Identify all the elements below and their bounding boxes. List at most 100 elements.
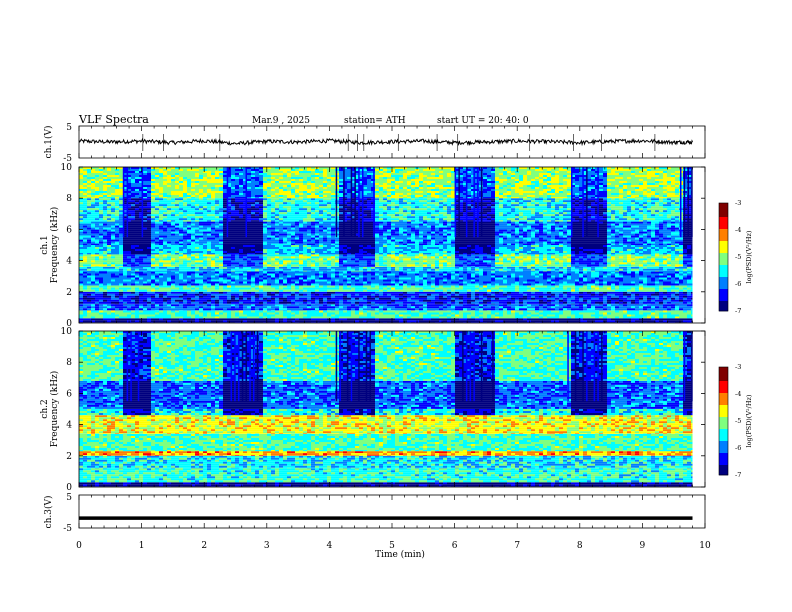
spectrogram-cell [319, 281, 323, 284]
spectrogram-cell [499, 297, 503, 300]
spectrogram-cell [307, 275, 311, 278]
spectrogram-cell [407, 295, 411, 298]
spectrogram-cell [387, 310, 391, 313]
spectrogram-cell [143, 308, 147, 311]
spectrogram-cell [291, 297, 295, 300]
spectrogram-cell [303, 283, 307, 286]
spectrogram-cell [547, 310, 551, 313]
spectrogram-cell [479, 316, 483, 319]
spectrogram-cell [595, 293, 599, 296]
spectrogram-cell [135, 271, 139, 274]
spectrogram-cell [355, 299, 359, 302]
spectrogram-cell [539, 283, 543, 286]
spectrogram-cell [211, 310, 215, 313]
spectrogram-cell [639, 285, 643, 288]
spectrogram-cell [495, 268, 499, 271]
spectrogram-cell [479, 268, 483, 271]
spectrogram-cell [363, 279, 367, 282]
spectrogram-cell [215, 297, 219, 300]
spectrogram-cell [235, 304, 239, 307]
spectrogram-cell [99, 306, 103, 309]
spectrogram-cell [555, 268, 559, 271]
spectrogram-cell [599, 291, 603, 294]
spectrogram-cell [119, 283, 123, 286]
spectrogram-cell [471, 314, 475, 317]
spectrogram-cell [215, 293, 219, 296]
spectrogram-cell [683, 275, 687, 278]
spectrogram-cell [99, 277, 103, 280]
spectrogram-cell [635, 297, 639, 300]
spectrogram-cell [647, 266, 651, 269]
spectrogram-cell [655, 312, 659, 315]
spectrogram-cell [507, 303, 511, 305]
spectrogram-cell [519, 318, 523, 321]
spectrogram-cell [359, 304, 363, 307]
spectrogram-cell [167, 270, 171, 272]
spectrogram-cell [367, 273, 371, 276]
spectrogram-cell [587, 291, 591, 294]
spectrogram-cell [283, 312, 287, 315]
spectrogram-cell [531, 268, 535, 271]
spectrogram-cell [279, 314, 283, 317]
spectrogram-cell [635, 279, 639, 282]
spectrogram-cell [379, 316, 383, 319]
spectrogram-cell [223, 314, 227, 317]
spectrogram-cell [683, 279, 687, 282]
spectrogram-cell [399, 293, 403, 296]
spectrogram-cell [163, 273, 167, 276]
spectrogram-cell [371, 291, 375, 294]
ch1-spectrogram-image [79, 167, 705, 323]
spectrogram-cell [611, 271, 615, 274]
spectrogram-cell [623, 279, 627, 282]
spectrogram-cell [103, 270, 107, 272]
spectrogram-cell [479, 281, 483, 284]
spectrogram-cell [191, 275, 195, 278]
spectrogram-cell [203, 268, 207, 271]
spectrogram-cell [403, 310, 407, 313]
spectrogram-cell [283, 275, 287, 278]
spectrogram-cell [111, 279, 115, 282]
spectrogram-cell [107, 266, 111, 269]
spectrogram-cell [187, 293, 191, 296]
spectrogram-cell [119, 304, 123, 307]
spectrogram-cell [83, 283, 87, 286]
spectrogram-cell [631, 273, 635, 276]
spectrogram-cell [391, 320, 395, 323]
spectrogram-cell [551, 279, 555, 282]
spectrogram-cell [395, 289, 399, 292]
spectrogram-cell [179, 277, 183, 280]
spectrogram-cell [171, 295, 175, 298]
spectrogram-cell [291, 301, 295, 304]
spectrogram-cell [283, 271, 287, 274]
spectrogram-cell [231, 291, 235, 294]
spectrogram-cell [299, 310, 303, 313]
spectrogram-cell [395, 304, 399, 307]
spectrogram-cell [415, 293, 419, 296]
spectrogram-cell [111, 281, 115, 284]
spectrogram-cell [603, 308, 607, 311]
spectrogram-cell [267, 301, 271, 304]
spectrogram-cell [239, 297, 243, 300]
spectrogram-cell [123, 312, 127, 315]
spectrogram-cell [399, 308, 403, 311]
spectrogram-cell [591, 310, 595, 313]
spectrogram-cell [639, 287, 643, 290]
spectrogram-cell [167, 295, 171, 298]
spectrogram-cell [503, 287, 507, 290]
spectrogram-cell [331, 279, 335, 282]
spectrogram-cell [407, 308, 411, 311]
spectrogram-cell [615, 266, 619, 269]
spectrogram-cell [331, 303, 335, 305]
spectrogram-cell [271, 275, 275, 278]
spectrogram-cell [135, 306, 139, 309]
spectrogram-cell [339, 275, 343, 278]
spectrogram-cell [495, 273, 499, 276]
spectrogram-cell [595, 279, 599, 282]
spectrogram-cell [331, 289, 335, 292]
spectrogram-cell [563, 268, 567, 271]
spectrogram-cell [251, 287, 255, 290]
spectrogram-cell [187, 301, 191, 304]
spectrogram-cell [551, 275, 555, 278]
spectrogram-cell [431, 297, 435, 300]
spectrogram-cell [271, 312, 275, 315]
